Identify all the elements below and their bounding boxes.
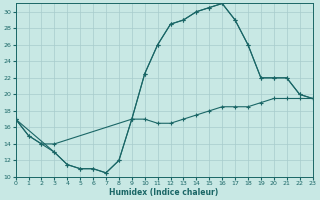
X-axis label: Humidex (Indice chaleur): Humidex (Indice chaleur)	[109, 188, 219, 197]
